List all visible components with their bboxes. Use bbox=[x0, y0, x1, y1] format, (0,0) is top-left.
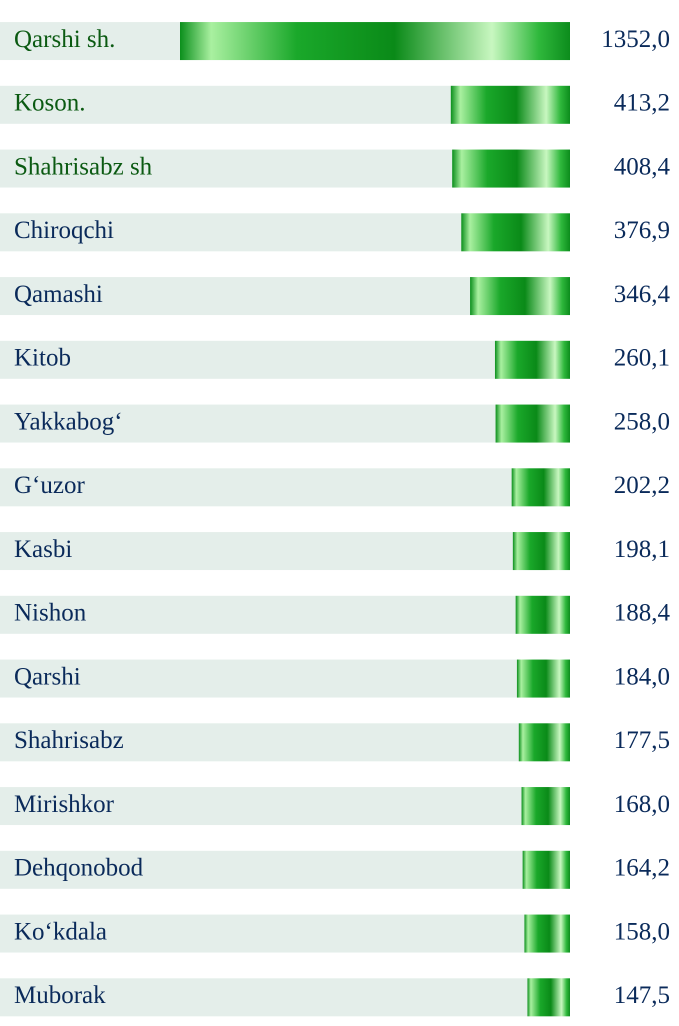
category-label: Dehqonobod bbox=[14, 855, 144, 882]
value-label: 158,0 bbox=[614, 918, 670, 945]
value-box bbox=[576, 720, 672, 765]
value-box bbox=[576, 975, 672, 1020]
category-label: Shahrisabz bbox=[14, 727, 124, 754]
bar bbox=[516, 659, 570, 698]
bar bbox=[512, 532, 570, 571]
category-label: G‘uzor bbox=[14, 472, 85, 499]
value-label: 413,2 bbox=[614, 90, 670, 117]
value-label: 260,1 bbox=[614, 345, 670, 372]
value-box bbox=[576, 401, 672, 446]
bar bbox=[180, 22, 570, 61]
value-box bbox=[576, 210, 672, 255]
value-label: 258,0 bbox=[614, 408, 670, 435]
value-box bbox=[576, 274, 672, 319]
bar bbox=[524, 914, 570, 953]
bar bbox=[515, 595, 570, 634]
category-label: Nishon bbox=[14, 600, 87, 627]
value-box bbox=[576, 337, 672, 382]
track bbox=[0, 340, 570, 379]
bar bbox=[518, 723, 570, 762]
value-label: 168,0 bbox=[614, 791, 670, 818]
value-label: 346,4 bbox=[614, 281, 671, 308]
category-label: Chiroqchi bbox=[14, 217, 114, 244]
category-label: Qamashi bbox=[14, 281, 103, 308]
category-label: Qarshi bbox=[14, 663, 81, 690]
bar bbox=[495, 404, 570, 443]
track bbox=[0, 595, 570, 634]
bar bbox=[470, 277, 570, 316]
bar bbox=[527, 978, 570, 1017]
track bbox=[0, 532, 570, 571]
value-label: 188,4 bbox=[614, 600, 671, 627]
category-label: Kasbi bbox=[14, 536, 72, 563]
value-label: 198,1 bbox=[614, 536, 670, 563]
value-box bbox=[576, 146, 672, 191]
track bbox=[0, 914, 570, 953]
bar bbox=[521, 787, 570, 826]
category-label: Qarshi sh. bbox=[14, 26, 115, 53]
value-box bbox=[576, 592, 672, 637]
bar bbox=[511, 468, 570, 507]
value-box bbox=[576, 82, 672, 127]
value-box bbox=[576, 465, 672, 510]
track bbox=[0, 978, 570, 1017]
category-label: Shahrisabz sh bbox=[14, 153, 153, 180]
category-label: Mirishkor bbox=[14, 791, 115, 818]
value-label: 202,2 bbox=[614, 472, 670, 499]
value-label: 1352,0 bbox=[601, 26, 670, 53]
value-box bbox=[576, 19, 672, 64]
category-label: Muborak bbox=[14, 982, 106, 1009]
track bbox=[0, 468, 570, 507]
track bbox=[0, 723, 570, 762]
bar bbox=[522, 850, 570, 889]
value-box bbox=[576, 911, 672, 956]
value-label: 408,4 bbox=[614, 153, 671, 180]
bar bbox=[461, 213, 570, 252]
value-label: 164,2 bbox=[614, 855, 670, 882]
category-label: Yakkabog‘ bbox=[14, 408, 123, 435]
value-box bbox=[576, 784, 672, 829]
bar bbox=[452, 149, 570, 188]
track bbox=[0, 659, 570, 698]
category-label: Ko‘kdala bbox=[14, 918, 107, 945]
bar bbox=[494, 340, 570, 379]
track bbox=[0, 404, 570, 443]
bar bbox=[450, 85, 570, 124]
value-label: 147,5 bbox=[614, 982, 670, 1009]
value-label: 376,9 bbox=[614, 217, 670, 244]
track bbox=[0, 787, 570, 826]
value-box bbox=[576, 529, 672, 574]
category-label: Koson. bbox=[14, 90, 86, 117]
value-box bbox=[576, 847, 672, 892]
track bbox=[0, 850, 570, 889]
value-box bbox=[576, 656, 672, 701]
category-label: Kitob bbox=[14, 345, 71, 372]
value-label: 177,5 bbox=[614, 727, 670, 754]
value-label: 184,0 bbox=[614, 663, 670, 690]
